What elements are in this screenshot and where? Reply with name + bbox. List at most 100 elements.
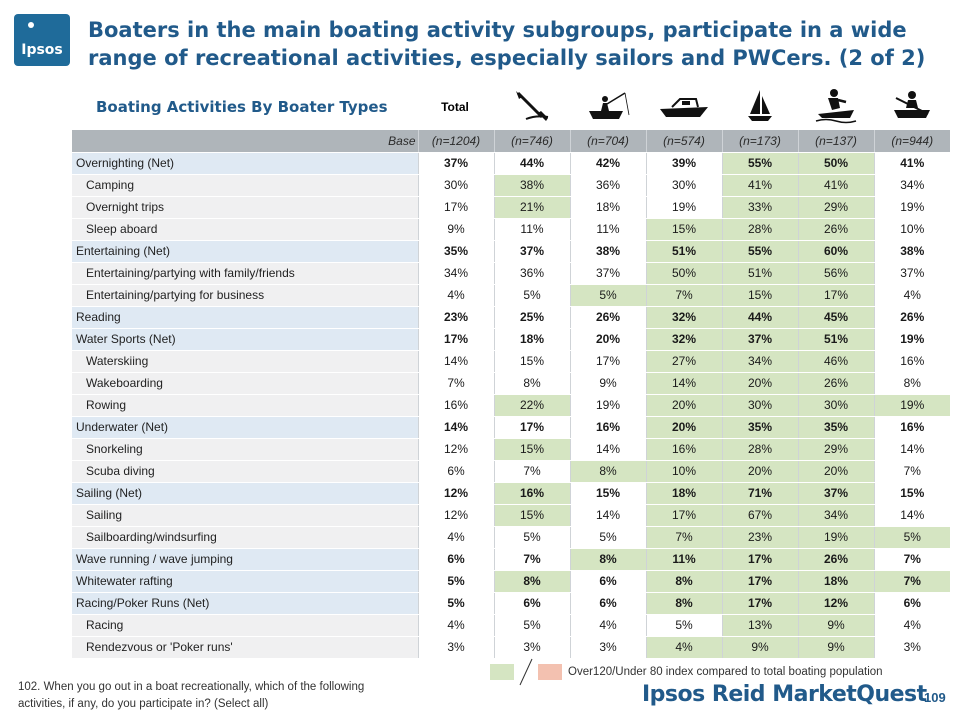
table-cell: 33%: [721, 196, 798, 219]
table-cell: 10%: [645, 460, 722, 483]
table-cell: 55%: [721, 240, 798, 263]
row-label: Sailing (Net): [72, 482, 418, 505]
table-cell: 5%: [493, 526, 570, 549]
table-cell: 41%: [721, 174, 798, 197]
legend-text: Over120/Under 80 index compared to total…: [568, 666, 883, 678]
table-cell: 35%: [721, 416, 798, 439]
table-cell: 51%: [797, 328, 874, 351]
table-cell: 4%: [417, 614, 494, 637]
table-cell: 5%: [645, 614, 722, 637]
table-row: Sailing 12% 15% 14% 17% 67% 34% 14%: [72, 504, 950, 527]
table-cell: 32%: [645, 306, 722, 329]
table-cell: 20%: [645, 416, 722, 439]
table-cell: 15%: [569, 482, 646, 505]
table-cell: 15%: [493, 504, 570, 527]
table-cell: 5%: [569, 526, 646, 549]
row-label: Water Sports (Net): [72, 328, 418, 351]
table-cell: 8%: [493, 372, 570, 395]
table-cell: 51%: [645, 240, 722, 263]
table-cell: 36%: [493, 262, 570, 285]
table-cell: 17%: [417, 196, 494, 219]
row-label: Wakeboarding: [72, 372, 418, 395]
row-label: Waterskiing: [72, 350, 418, 373]
table-cell: 16%: [493, 482, 570, 505]
table-cell: 12%: [417, 504, 494, 527]
table-cell: 12%: [417, 482, 494, 505]
table-cell: 9%: [797, 636, 874, 659]
table-cell: 38%: [569, 240, 646, 263]
row-label: Racing: [72, 614, 418, 637]
base-count: (n=746): [493, 130, 570, 153]
table-cell: 16%: [645, 438, 722, 461]
table-cell: 17%: [493, 416, 570, 439]
rowboat-icon: [874, 88, 950, 124]
table-cell: 21%: [493, 196, 570, 219]
table-cell: 12%: [417, 438, 494, 461]
table-cell: 14%: [417, 350, 494, 373]
table-row: Rowing 16% 22% 19% 20% 30% 30% 19%: [72, 394, 950, 417]
table-cell: 37%: [797, 482, 874, 505]
table-cell: 37%: [417, 152, 494, 175]
table-row: Entertaining/partying with family/friend…: [72, 262, 950, 285]
table-cell: 26%: [873, 306, 950, 329]
table-cell: 7%: [493, 460, 570, 483]
table-cell: 17%: [417, 328, 494, 351]
table-cell: 16%: [873, 350, 950, 373]
table-cell: 3%: [569, 636, 646, 659]
table-cell: 44%: [493, 152, 570, 175]
table-cell: 34%: [873, 174, 950, 197]
table-cell: 12%: [797, 592, 874, 615]
table-cell: 26%: [569, 306, 646, 329]
table-subtitle: Boating Activities By Boater Types: [96, 98, 388, 116]
table-cell: 55%: [721, 152, 798, 175]
table-cell: 35%: [797, 416, 874, 439]
legend: Over120/Under 80 index compared to total…: [490, 658, 883, 686]
table-cell: 30%: [797, 394, 874, 417]
table-cell: 34%: [721, 350, 798, 373]
table-cell: 5%: [569, 284, 646, 307]
row-label: Whitewater rafting: [72, 570, 418, 593]
kayak-paddle-icon: [494, 88, 570, 124]
table-cell: 7%: [873, 460, 950, 483]
table-cell: 3%: [873, 636, 950, 659]
table-cell: 17%: [721, 570, 798, 593]
table-cell: 17%: [721, 548, 798, 571]
table-row: Entertaining (Net) 35% 37% 38% 51% 55% 60% 38%: [72, 240, 950, 263]
table-cell: 4%: [417, 526, 494, 549]
table-cell: 35%: [417, 240, 494, 263]
legend-under-swatch: [538, 664, 562, 680]
table-cell: 4%: [873, 284, 950, 307]
row-label: Reading: [72, 306, 418, 329]
table-cell: 26%: [797, 372, 874, 395]
table-cell: 56%: [797, 262, 874, 285]
table-cell: 14%: [873, 438, 950, 461]
table-cell: 19%: [873, 196, 950, 219]
table-cell: 30%: [721, 394, 798, 417]
table-cell: 8%: [873, 372, 950, 395]
table-cell: 28%: [721, 218, 798, 241]
table-cell: 26%: [797, 548, 874, 571]
table-cell: 17%: [569, 350, 646, 373]
table-cell: 22%: [493, 394, 570, 417]
table-cell: 30%: [417, 174, 494, 197]
table-cell: 30%: [645, 174, 722, 197]
table-cell: 29%: [797, 196, 874, 219]
table-row: Overnight trips 17% 21% 18% 19% 33% 29% 19%: [72, 196, 950, 219]
row-label: Entertaining/partying with family/friend…: [72, 262, 418, 285]
table-cell: 41%: [873, 152, 950, 175]
table-cell: 4%: [873, 614, 950, 637]
table-cell: 42%: [569, 152, 646, 175]
table-cell: 13%: [721, 614, 798, 637]
table-cell: 7%: [417, 372, 494, 395]
base-count: (n=944): [873, 130, 950, 153]
table-cell: 5%: [417, 570, 494, 593]
base-count: (n=137): [797, 130, 874, 153]
table-cell: 34%: [417, 262, 494, 285]
table-row: Racing 4% 5% 4% 5% 13% 9% 4%: [72, 614, 950, 637]
table-cell: 67%: [721, 504, 798, 527]
table-row: Sailing (Net) 12% 16% 15% 18% 71% 37% 15%: [72, 482, 950, 505]
table-cell: 5%: [493, 284, 570, 307]
table-cell: 9%: [797, 614, 874, 637]
table-cell: 6%: [417, 460, 494, 483]
table-cell: 45%: [797, 306, 874, 329]
